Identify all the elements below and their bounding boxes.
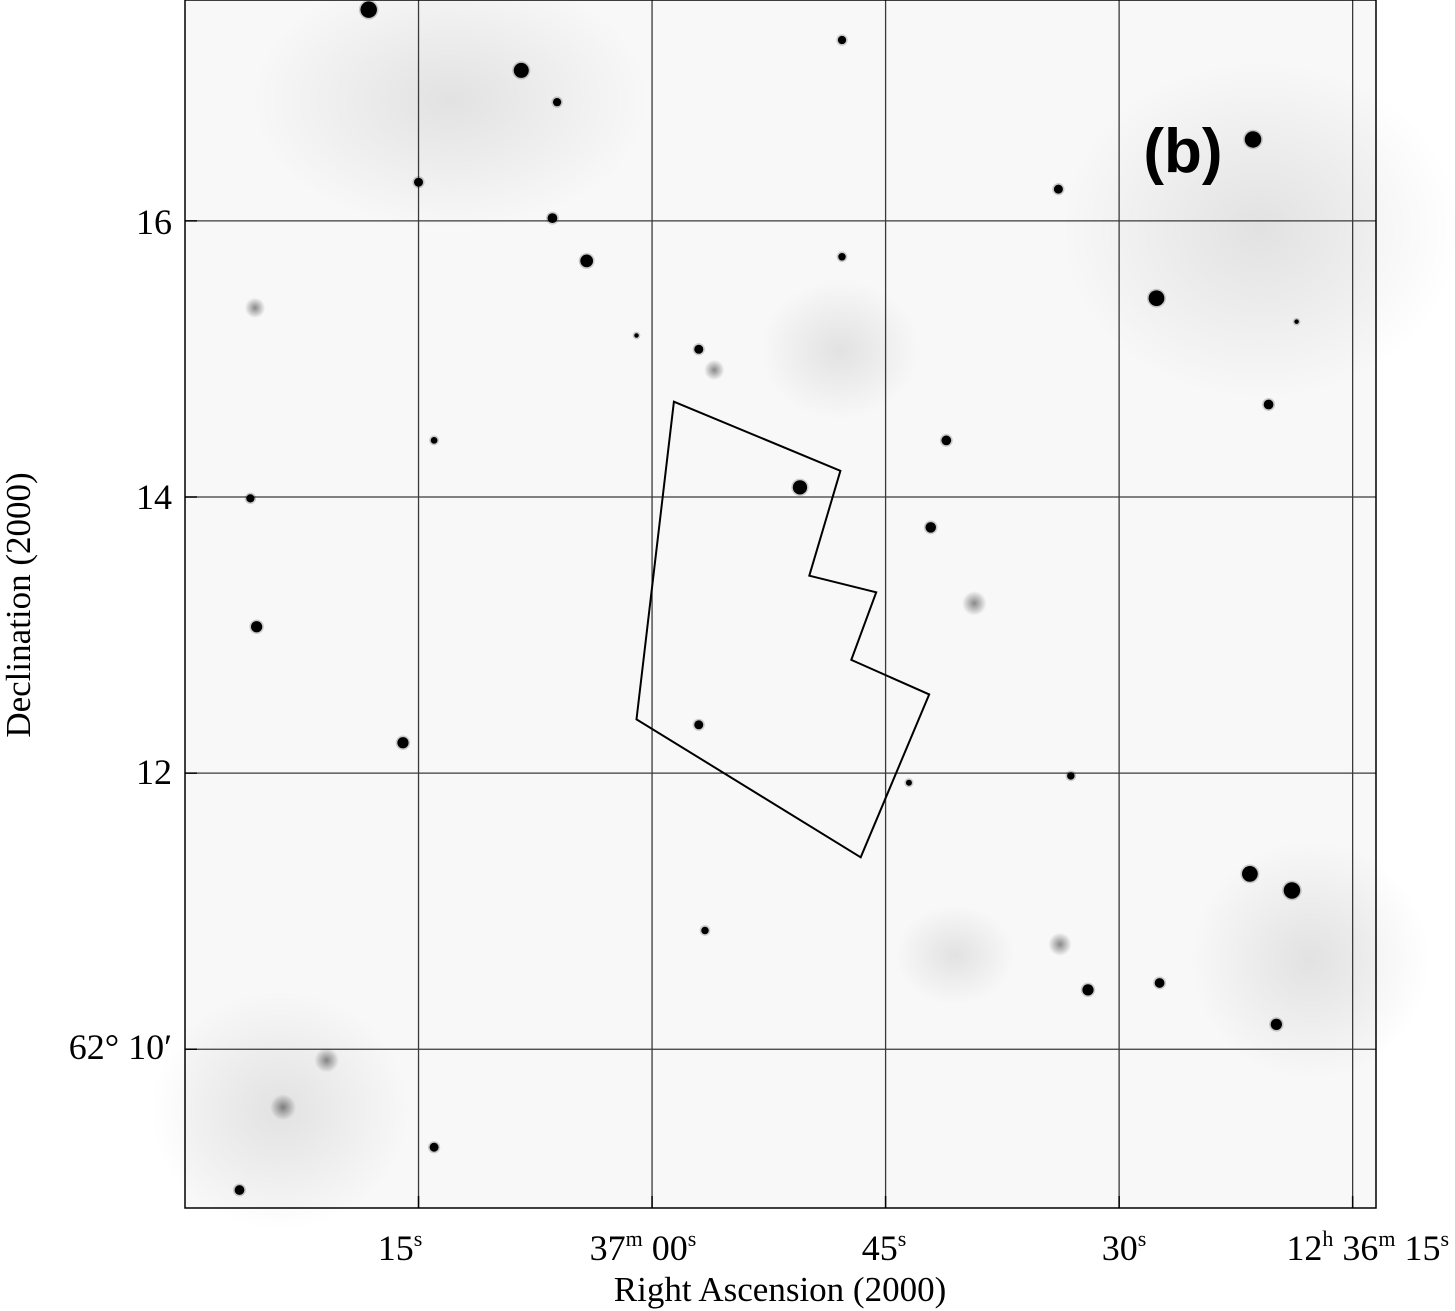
x-tick-label: 37m 00s xyxy=(590,1226,697,1268)
star xyxy=(552,98,562,107)
x-axis-title: Right Ascension (2000) xyxy=(614,1270,946,1309)
ra-gridlines xyxy=(417,0,1354,1208)
star xyxy=(1242,866,1258,882)
panel-label: (b) xyxy=(1143,117,1222,186)
star xyxy=(694,720,704,730)
x-tick-label: 15s xyxy=(378,1226,423,1268)
star xyxy=(429,1142,439,1152)
ra-tick-marks xyxy=(417,1196,1354,1208)
faint-source-layer xyxy=(244,297,1072,1121)
star xyxy=(634,333,639,338)
survey-footprint-outline xyxy=(635,400,931,859)
plot-frame xyxy=(184,0,1377,1209)
dec-gridlines xyxy=(185,220,1376,1050)
star xyxy=(430,437,438,444)
star xyxy=(838,253,846,261)
star xyxy=(1294,319,1299,324)
star xyxy=(905,779,912,786)
star xyxy=(246,494,255,503)
star xyxy=(1067,772,1075,780)
star xyxy=(1082,984,1094,996)
star xyxy=(792,480,808,495)
faint-source xyxy=(1048,932,1072,956)
star xyxy=(1270,1018,1282,1031)
star xyxy=(941,435,952,446)
star xyxy=(1244,131,1262,148)
star xyxy=(513,62,529,78)
star xyxy=(701,926,709,935)
y-tick-label: 16 xyxy=(136,202,172,242)
faint-source xyxy=(244,297,266,319)
faint-source xyxy=(270,1094,297,1121)
star xyxy=(580,254,594,268)
y-tick-label: 14 xyxy=(136,477,172,517)
x-tick-label: 45s xyxy=(862,1226,907,1268)
y-tick-label: 12 xyxy=(136,752,172,792)
star xyxy=(414,177,424,187)
y-axis-title: Declination (2000) xyxy=(0,472,38,737)
star-layer xyxy=(233,0,1302,1197)
dec-tick-marks xyxy=(185,220,197,1050)
star xyxy=(1283,882,1301,899)
faint-source xyxy=(314,1047,339,1073)
star xyxy=(397,737,409,749)
star xyxy=(1154,978,1165,988)
star xyxy=(925,522,936,533)
star xyxy=(547,213,558,224)
faint-source xyxy=(962,591,987,616)
diffuse-glow-layer xyxy=(150,0,1455,1230)
x-tick-label: 12h 36m 15s xyxy=(1286,1226,1449,1268)
x-tick-label: 30s xyxy=(1102,1226,1147,1268)
star xyxy=(250,621,263,633)
star xyxy=(1053,184,1063,194)
y-tick-label: 62° 10′ xyxy=(69,1027,172,1067)
star xyxy=(1263,399,1274,410)
star xyxy=(837,35,847,45)
faint-source xyxy=(704,359,725,381)
star xyxy=(1148,290,1165,307)
star xyxy=(694,344,704,354)
star xyxy=(234,1185,245,1195)
star xyxy=(360,1,377,18)
